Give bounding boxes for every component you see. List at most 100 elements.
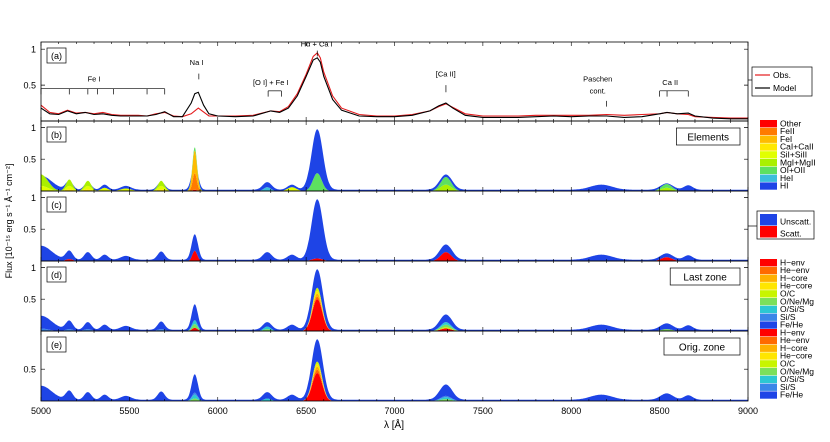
x-tick-label: 6000 — [208, 406, 228, 416]
area-layer-d-3 — [41, 287, 748, 331]
panel-title-box — [669, 267, 741, 286]
legend-swatch — [760, 120, 777, 128]
legend-swatch — [760, 135, 777, 143]
panel-id: (a) — [51, 51, 62, 61]
x-tick-label: 8000 — [561, 406, 581, 416]
y-tick-label: 1 — [31, 193, 36, 203]
legend-label: HI — [780, 181, 789, 191]
legend-swatch — [760, 383, 777, 391]
legend-swatch — [760, 305, 777, 314]
legend-swatch — [760, 214, 777, 226]
panel-title: Last zone — [683, 273, 727, 284]
area-layer-b-3 — [41, 150, 748, 191]
legend-label: H−core — [780, 273, 808, 283]
legend-label: He−core — [780, 351, 813, 361]
line-annotation: Hα + Ca I — [301, 39, 333, 48]
x-tick-label: 5500 — [119, 406, 139, 416]
area-layer-d-1 — [41, 287, 748, 331]
legend-swatch — [760, 352, 777, 360]
panel-id: (b) — [51, 130, 62, 140]
figure-ylabel: Flux [10⁻¹⁵ erg s⁻¹ Å⁻¹ cm⁻²] — [4, 164, 14, 279]
legend-swatch — [760, 166, 777, 175]
legend-box — [751, 66, 813, 97]
panel-id-box — [46, 336, 67, 353]
area-layer-e-2 — [41, 361, 748, 401]
legend-scatter: Unscatt. Scatt. — [756, 210, 815, 240]
area-layer-d-4 — [41, 287, 748, 331]
y-tick-label: 0.5 — [23, 225, 36, 235]
series-line-model — [40, 57, 748, 120]
legend-swatch — [760, 259, 777, 267]
panel-id-box — [46, 126, 67, 143]
legend-label: HeI — [780, 173, 793, 183]
x-axis-ticks: 5000 5500 6000 6500 7000 7500 8000 8500 9000 — [31, 406, 758, 416]
area-layer-e-3 — [41, 361, 748, 401]
panel-id: (e) — [51, 340, 62, 350]
panel-id-box — [46, 266, 67, 283]
x-tick-label: 7500 — [473, 406, 493, 416]
legend-label: OI+OII — [780, 165, 805, 175]
panel-frame — [40, 330, 749, 402]
area-layer-d-8 — [41, 299, 748, 331]
line-annotation: Fe I — [88, 75, 101, 84]
legend-label: O/Ne/Mg — [780, 366, 814, 376]
area-layer-b-4 — [41, 150, 748, 191]
legend-swatch — [760, 182, 777, 190]
legend-label: CaI+CaII — [780, 142, 814, 152]
x-tick-label: 9000 — [738, 406, 758, 416]
legend-label: O/Ne/Mg — [780, 296, 814, 306]
panel-e: Orig. zone (e) 0.5 — [23, 330, 749, 402]
legend-swatch — [760, 266, 777, 275]
panel-id-box — [46, 47, 67, 64]
y-tick-label: 1 — [31, 123, 36, 133]
legend-label: He−core — [780, 281, 813, 291]
legend-label: O/C — [780, 289, 795, 299]
legend-label: H−env — [780, 327, 806, 337]
legend-obs-model: Obs. Model — [748, 66, 813, 97]
legend-label: He−env — [780, 265, 810, 275]
legend-label: Unscatt. — [780, 217, 811, 227]
legend-zones-orig: H−envHe−envH−coreHe−coreO/CO/Ne/MgO/Si/S… — [760, 327, 814, 400]
panel-id: (c) — [51, 200, 62, 210]
panel-id: (d) — [51, 270, 62, 280]
area-layer-b-1 — [41, 147, 748, 191]
area-layer-d-5 — [41, 290, 748, 331]
x-tick-label: 5000 — [31, 406, 51, 416]
area-layer-c-0 — [41, 199, 748, 261]
x-tick-label: 8500 — [650, 406, 670, 416]
legend-swatch — [760, 159, 777, 167]
area-layer-d-0 — [41, 269, 748, 331]
legend-swatch — [760, 151, 777, 159]
panel-title-box — [663, 337, 741, 356]
legend-swatch — [760, 298, 777, 306]
panel-frame — [40, 41, 749, 122]
panel-c: (c) 0.5 1 — [23, 190, 749, 262]
area-layer-e-1 — [41, 361, 748, 401]
legend-label: Fe/He — [780, 320, 803, 330]
line-annotation: Paschen — [583, 75, 612, 84]
legend-label: MgI+MgII — [780, 157, 816, 167]
legend-label: FeII — [780, 126, 795, 136]
legend-label: Obs. — [773, 70, 791, 80]
area-layer-b-0 — [41, 129, 748, 191]
line-annotation: Ca II — [662, 78, 678, 87]
panel-frame — [40, 120, 749, 192]
x-tick-label: 7000 — [384, 406, 404, 416]
area-layer-e-6 — [41, 366, 748, 401]
area-layer-b-5 — [41, 150, 748, 191]
area-layer-e-8 — [41, 373, 748, 401]
x-tick-label: 6500 — [296, 406, 316, 416]
legend-swatch — [760, 313, 777, 321]
panel-frame — [40, 260, 749, 332]
legend-zones-last: H−envHe−envH−coreHe−coreO/CO/Ne/MgO/Si/S… — [760, 257, 814, 330]
area-layer-e-7 — [41, 369, 748, 401]
legend-swatch — [760, 282, 777, 290]
legend-label: He−env — [780, 335, 810, 345]
legend-swatch — [760, 274, 777, 282]
legend-label: O/C — [780, 359, 795, 369]
area-layer-b-6 — [41, 150, 748, 191]
legend-label: Si/S — [780, 382, 796, 392]
panel-b: Elements (b) 0.5 1 — [23, 120, 749, 192]
legend-label: Model — [773, 83, 796, 93]
